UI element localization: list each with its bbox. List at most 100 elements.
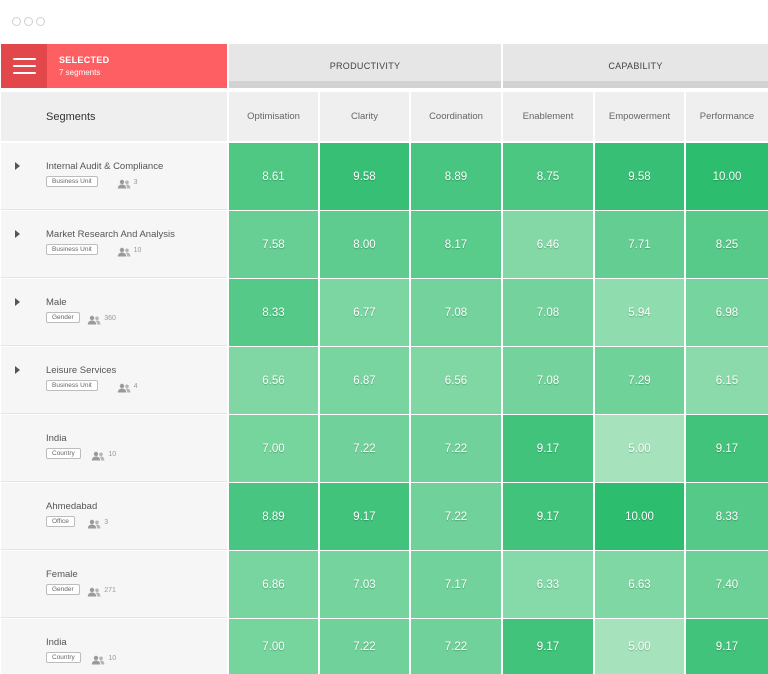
- segment-name: Leisure Services: [46, 365, 117, 376]
- score-cell[interactable]: 9.17: [503, 619, 593, 674]
- column-header-performance[interactable]: Performance: [686, 92, 768, 141]
- score-cell[interactable]: 9.17: [686, 619, 768, 674]
- score-cell[interactable]: 6.56: [411, 347, 501, 414]
- score-cell[interactable]: 7.22: [320, 619, 409, 674]
- hamburger-icon[interactable]: [1, 44, 47, 88]
- score-cell[interactable]: 7.71: [595, 211, 684, 278]
- segment-row-label[interactable]: Ahmedabad Office 3: [1, 483, 227, 550]
- score-cell[interactable]: 7.00: [229, 415, 318, 482]
- segment-name: Market Research And Analysis: [46, 229, 175, 240]
- score-cell[interactable]: 10.00: [686, 143, 768, 210]
- people-icon: [87, 516, 101, 529]
- people-icon: [91, 448, 105, 461]
- score-cell[interactable]: 8.33: [229, 279, 318, 346]
- segment-type-badge: Business Unit: [46, 380, 98, 391]
- score-cell[interactable]: 8.17: [411, 211, 501, 278]
- score-cell[interactable]: 6.56: [229, 347, 318, 414]
- column-header-coordination[interactable]: Coordination: [411, 92, 501, 141]
- member-count: 10: [108, 655, 117, 662]
- window-dot-icon: [36, 17, 45, 26]
- score-cell[interactable]: 7.22: [411, 415, 501, 482]
- segment-row-label[interactable]: India Country 10: [1, 619, 227, 674]
- score-cell[interactable]: 6.15: [686, 347, 768, 414]
- score-cell[interactable]: 7.08: [411, 279, 501, 346]
- column-header-empowerment[interactable]: Empowerment: [595, 92, 684, 141]
- score-cell[interactable]: 7.22: [411, 483, 501, 550]
- score-cell[interactable]: 6.86: [229, 551, 318, 618]
- segment-name: Ahmedabad: [46, 501, 98, 512]
- score-cell[interactable]: 7.03: [320, 551, 409, 618]
- score-cell[interactable]: 8.33: [686, 483, 768, 550]
- score-cell[interactable]: 7.08: [503, 279, 593, 346]
- member-count: 10: [108, 451, 117, 458]
- score-cell[interactable]: 8.25: [686, 211, 768, 278]
- score-cell[interactable]: 6.87: [320, 347, 409, 414]
- score-cell[interactable]: 8.89: [411, 143, 501, 210]
- score-cell[interactable]: 9.17: [320, 483, 409, 550]
- score-cell[interactable]: 7.22: [320, 415, 409, 482]
- segment-type-badge: Gender: [46, 312, 80, 323]
- segment-row-label[interactable]: Market Research And Analysis Business Uni…: [1, 211, 227, 278]
- member-count: 10: [133, 247, 142, 254]
- people-icon: [117, 176, 131, 189]
- column-header-enablement[interactable]: Enablement: [503, 92, 593, 141]
- column-header-clarity[interactable]: Clarity: [320, 92, 409, 141]
- segment-type-badge: Business Unit: [46, 244, 98, 255]
- score-cell[interactable]: 5.94: [595, 279, 684, 346]
- score-cell[interactable]: 6.98: [686, 279, 768, 346]
- group-header-capability: CAPABILITY: [503, 44, 768, 88]
- segment-row-label[interactable]: Male Gender 360: [1, 279, 227, 346]
- score-cell[interactable]: 6.46: [503, 211, 593, 278]
- score-cell[interactable]: 5.00: [595, 415, 684, 482]
- score-cell[interactable]: 7.00: [229, 619, 318, 674]
- score-cell[interactable]: 10.00: [595, 483, 684, 550]
- caret-right-icon[interactable]: [15, 366, 20, 374]
- segment-row-label[interactable]: Internal Audit & Compliance Business Unit…: [1, 143, 227, 210]
- segment-type-badge: Country: [46, 652, 81, 663]
- score-cell[interactable]: 9.17: [503, 483, 593, 550]
- people-icon: [87, 312, 101, 325]
- caret-right-icon[interactable]: [15, 298, 20, 306]
- selected-count: 7 segments: [59, 68, 101, 77]
- selected-segments-panel[interactable]: SELECTED 7 segments: [1, 44, 227, 88]
- score-cell[interactable]: 7.22: [411, 619, 501, 674]
- score-cell[interactable]: 9.58: [320, 143, 409, 210]
- score-cell[interactable]: 6.33: [503, 551, 593, 618]
- people-icon: [117, 380, 131, 393]
- score-cell[interactable]: 7.29: [595, 347, 684, 414]
- member-count: 271: [104, 587, 116, 594]
- segment-name: Male: [46, 297, 67, 308]
- score-cell[interactable]: 7.17: [411, 551, 501, 618]
- segment-row-label[interactable]: Female Gender 271: [1, 551, 227, 618]
- score-cell[interactable]: 9.17: [503, 415, 593, 482]
- score-cell[interactable]: 5.00: [595, 619, 684, 674]
- group-header-productivity: PRODUCTIVITY: [229, 44, 501, 88]
- score-cell[interactable]: 7.40: [686, 551, 768, 618]
- score-cell[interactable]: 6.77: [320, 279, 409, 346]
- selected-title: SELECTED: [59, 55, 110, 65]
- member-count: 360: [104, 315, 116, 322]
- window-dot-icon: [12, 17, 21, 26]
- score-cell[interactable]: 8.61: [229, 143, 318, 210]
- segments-column-header: Segments: [1, 92, 227, 141]
- score-cell[interactable]: 8.00: [320, 211, 409, 278]
- segment-name: India: [46, 637, 67, 648]
- segment-row-label[interactable]: Leisure Services Business Unit 4: [1, 347, 227, 414]
- member-count: 3: [104, 519, 109, 526]
- score-cell[interactable]: 8.89: [229, 483, 318, 550]
- score-cell[interactable]: 8.75: [503, 143, 593, 210]
- people-icon: [87, 584, 101, 597]
- score-cell[interactable]: 7.58: [229, 211, 318, 278]
- window-dot-icon: [24, 17, 33, 26]
- score-cell[interactable]: 7.08: [503, 347, 593, 414]
- segment-row-label[interactable]: India Country 10: [1, 415, 227, 482]
- score-cell[interactable]: 9.58: [595, 143, 684, 210]
- column-header-optimisation[interactable]: Optimisation: [229, 92, 318, 141]
- caret-right-icon[interactable]: [15, 162, 20, 170]
- score-cell[interactable]: 9.17: [686, 415, 768, 482]
- score-cell[interactable]: 6.63: [595, 551, 684, 618]
- member-count: 3: [133, 179, 138, 186]
- segment-type-badge: Business Unit: [46, 176, 98, 187]
- caret-right-icon[interactable]: [15, 230, 20, 238]
- member-count: 4: [133, 383, 138, 390]
